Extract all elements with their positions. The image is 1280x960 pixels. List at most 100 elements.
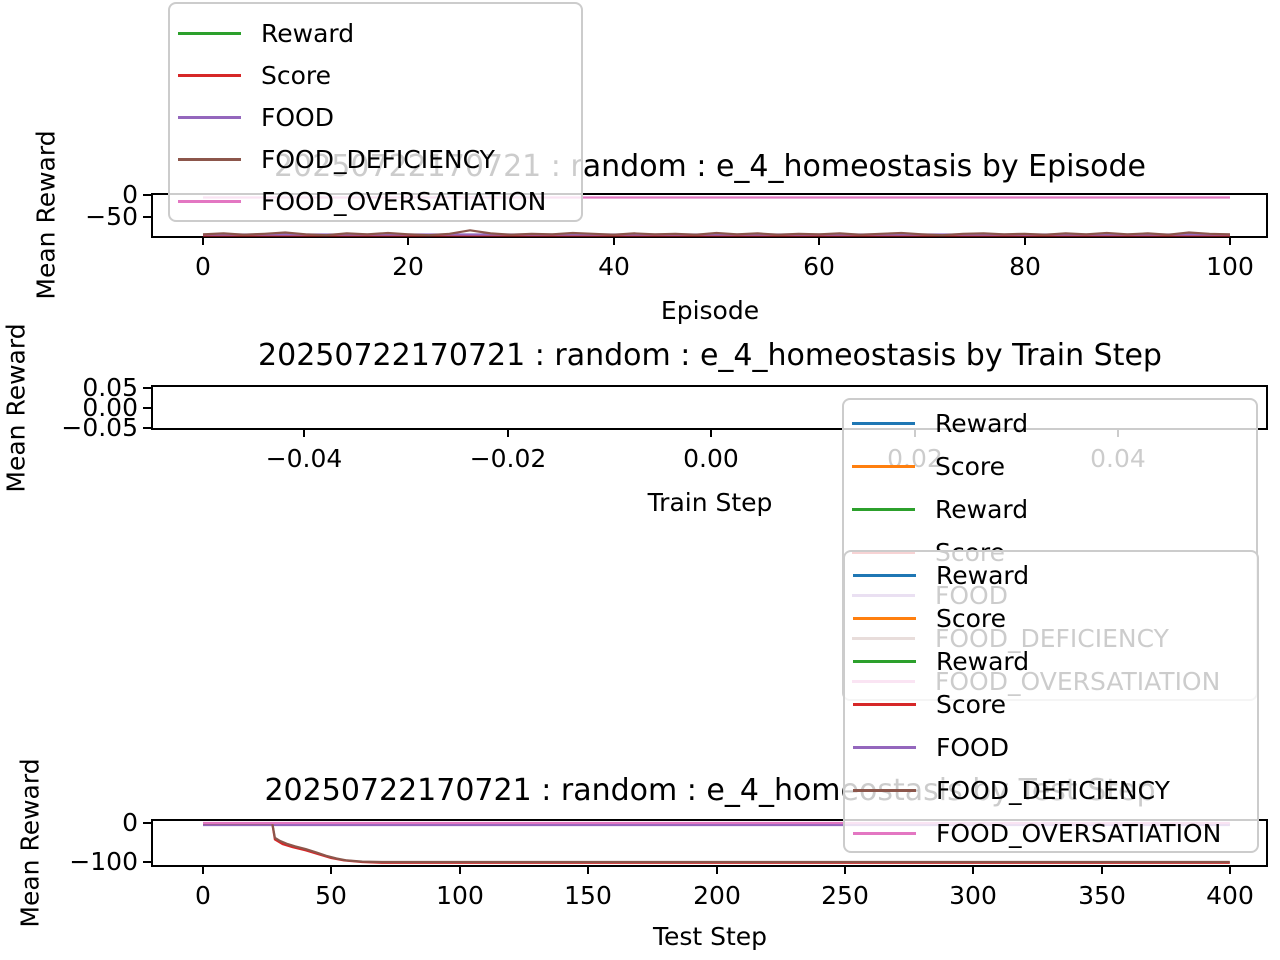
episode-x-axis-label: Episode xyxy=(660,296,760,325)
test-axes-box xyxy=(151,819,1268,867)
legend-line-sample xyxy=(852,508,915,511)
episode-x-tick-label: 60 xyxy=(803,252,835,281)
test-x-tick-label: 0 xyxy=(195,881,211,910)
episode-x-tick-label: 20 xyxy=(392,252,424,281)
test-x-tick-mark xyxy=(330,867,332,874)
train-y-tick-mark xyxy=(143,427,151,429)
legend-item-label: FOOD_DEFICIENCY xyxy=(261,144,495,174)
test-x-tick-label: 400 xyxy=(1206,881,1254,910)
legend-line-sample xyxy=(853,746,916,749)
episode-x-tick-mark xyxy=(818,238,820,245)
legend-line-sample xyxy=(853,574,916,577)
legend-line-sample xyxy=(178,115,241,119)
legend-line-sample xyxy=(853,660,916,663)
test-y-tick-mark xyxy=(143,861,151,863)
legend-item: Score xyxy=(845,597,1257,640)
test-x-tick-label: 50 xyxy=(315,881,347,910)
legend-item: Reward xyxy=(845,554,1257,597)
legend-item-label: Score xyxy=(936,604,1007,633)
episode-x-tick-label: 0 xyxy=(195,252,211,281)
episode-x-tick-label: 100 xyxy=(1206,252,1254,281)
episode-y-tick-label: 0 xyxy=(122,180,138,209)
train-x-tick-label: −0.04 xyxy=(265,444,343,473)
episode-axes-box xyxy=(151,193,1268,238)
legend-line-sample xyxy=(853,789,916,792)
legend-item: Reward xyxy=(170,12,581,54)
test-x-tick-mark xyxy=(844,867,846,874)
legend-item-label: Score xyxy=(261,60,332,90)
legend-item: Reward xyxy=(844,488,1256,531)
legend-item-label: Reward xyxy=(936,647,1030,676)
test-y-tick-label: 0 xyxy=(122,808,138,837)
legend-item: FOOD_DEFICIENCY xyxy=(845,769,1257,812)
episode-x-tick-mark xyxy=(202,238,204,245)
train-y-tick-mark xyxy=(143,387,151,389)
legend-item-label: Reward xyxy=(935,495,1029,524)
test-x-tick-mark xyxy=(459,867,461,874)
train-x-tick-label: −0.02 xyxy=(469,444,547,473)
train-x-tick-mark xyxy=(507,430,509,437)
legend-line-sample xyxy=(853,832,916,835)
legend-item-label: Score xyxy=(935,452,1006,481)
legend-item-label: FOOD_OVERSATIATION xyxy=(261,186,547,216)
legend-item-label: FOOD_OVERSATIATION xyxy=(936,819,1222,848)
train-y-tick-label: 0.05 xyxy=(82,373,138,402)
legend-item: FOOD_OVERSATIATION xyxy=(170,180,581,222)
episode-x-tick-mark xyxy=(1229,238,1231,245)
test-x-axis-label: Test Step xyxy=(652,922,768,951)
legend-item: Score xyxy=(170,54,581,96)
train-x-tick-mark xyxy=(710,430,712,437)
test-x-tick-mark xyxy=(1101,867,1103,874)
test-x-tick-mark xyxy=(1229,867,1231,874)
test-x-tick-label: 150 xyxy=(564,881,612,910)
legend-line-sample xyxy=(178,199,241,203)
legend-line-sample xyxy=(853,617,916,620)
train-x-tick-mark xyxy=(303,430,305,437)
episode-x-tick-mark xyxy=(613,238,615,245)
test-y-tick-label: −100 xyxy=(69,847,138,876)
episode-y-tick-label: −50 xyxy=(85,202,138,231)
legend-item-label: FOOD xyxy=(261,102,334,132)
train-y-axis-label: Mean Reward xyxy=(1,323,31,493)
test-x-tick-label: 250 xyxy=(821,881,869,910)
legend-item: Score xyxy=(844,445,1256,488)
episode-x-tick-mark xyxy=(1024,238,1026,245)
episode-y-tick-mark xyxy=(143,216,151,218)
legend-item-label: Reward xyxy=(936,561,1030,590)
legend-item-label: FOOD xyxy=(936,733,1009,762)
episode-x-tick-label: 40 xyxy=(598,252,630,281)
legend-item-label: Reward xyxy=(261,18,355,48)
test-x-tick-mark xyxy=(716,867,718,874)
legend-item-label: Reward xyxy=(935,409,1029,438)
legend-item: FOOD_OVERSATIATION xyxy=(845,812,1257,855)
test-x-tick-label: 300 xyxy=(949,881,997,910)
test-y-axis-label: Mean Reward xyxy=(15,758,45,928)
test-x-tick-label: 100 xyxy=(436,881,484,910)
train-x-tick-label: 0.00 xyxy=(683,444,739,473)
legend-item: FOOD xyxy=(845,726,1257,769)
train-plot-title: 20250722170721 : random : e_4_homeostasi… xyxy=(258,338,1162,373)
legend-item: FOOD xyxy=(170,96,581,138)
train-y-tick-label: −0.05 xyxy=(61,413,138,442)
test-x-tick-label: 350 xyxy=(1078,881,1126,910)
test-x-tick-mark xyxy=(587,867,589,874)
test-x-tick-mark xyxy=(972,867,974,874)
legend-line-sample xyxy=(178,157,241,161)
legend-item: Reward xyxy=(845,640,1257,683)
train-axes-box xyxy=(151,385,1268,430)
train-x-axis-label: Train Step xyxy=(647,488,773,517)
train-y-tick-label: 0.00 xyxy=(82,393,138,422)
legend-line-sample xyxy=(853,703,916,706)
legend-item: Reward xyxy=(844,402,1256,445)
legend-line-sample xyxy=(852,422,915,425)
legend-item: Score xyxy=(845,683,1257,726)
episode-x-tick-mark xyxy=(407,238,409,245)
test-x-tick-mark xyxy=(202,867,204,874)
episode-x-tick-label: 80 xyxy=(1009,252,1041,281)
legend-line-sample xyxy=(178,73,241,77)
legend-item-label: FOOD_DEFICIENCY xyxy=(936,776,1170,805)
legend-test: Reward Score Reward Score FOOD FOOD_DEFI… xyxy=(843,550,1259,853)
test-x-tick-label: 200 xyxy=(693,881,741,910)
episode-y-tick-mark xyxy=(143,194,151,196)
